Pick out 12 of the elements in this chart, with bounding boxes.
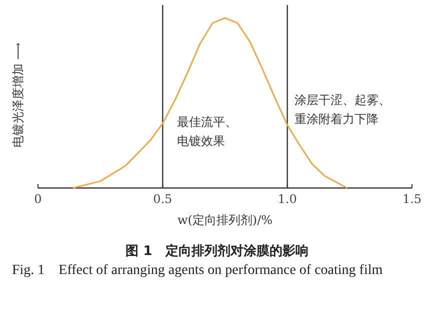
y-axis-title: 电镀光泽度增加 ⟶ bbox=[11, 42, 25, 148]
x-tick-label: 0 bbox=[34, 192, 42, 206]
annotation: 电镀效果 bbox=[177, 134, 225, 148]
annotation: 最佳流平、 bbox=[177, 115, 237, 129]
x-tick-label: 0.5 bbox=[153, 192, 172, 206]
annotation: 涂层干涩、起雾、 bbox=[294, 93, 390, 107]
x-tick-label: 1.0 bbox=[278, 192, 297, 206]
x-tick-label: 1.5 bbox=[402, 192, 422, 206]
annotation: 重涂附着力下降 bbox=[294, 112, 378, 126]
text: Fig. 1 Effect of arranging agents on performance of coating film bbox=[12, 262, 384, 280]
text: 图 1 定向排列剂对涂膜的影响 bbox=[126, 243, 308, 259]
x-axis-title: w(定向排列剂)/% bbox=[177, 213, 273, 227]
